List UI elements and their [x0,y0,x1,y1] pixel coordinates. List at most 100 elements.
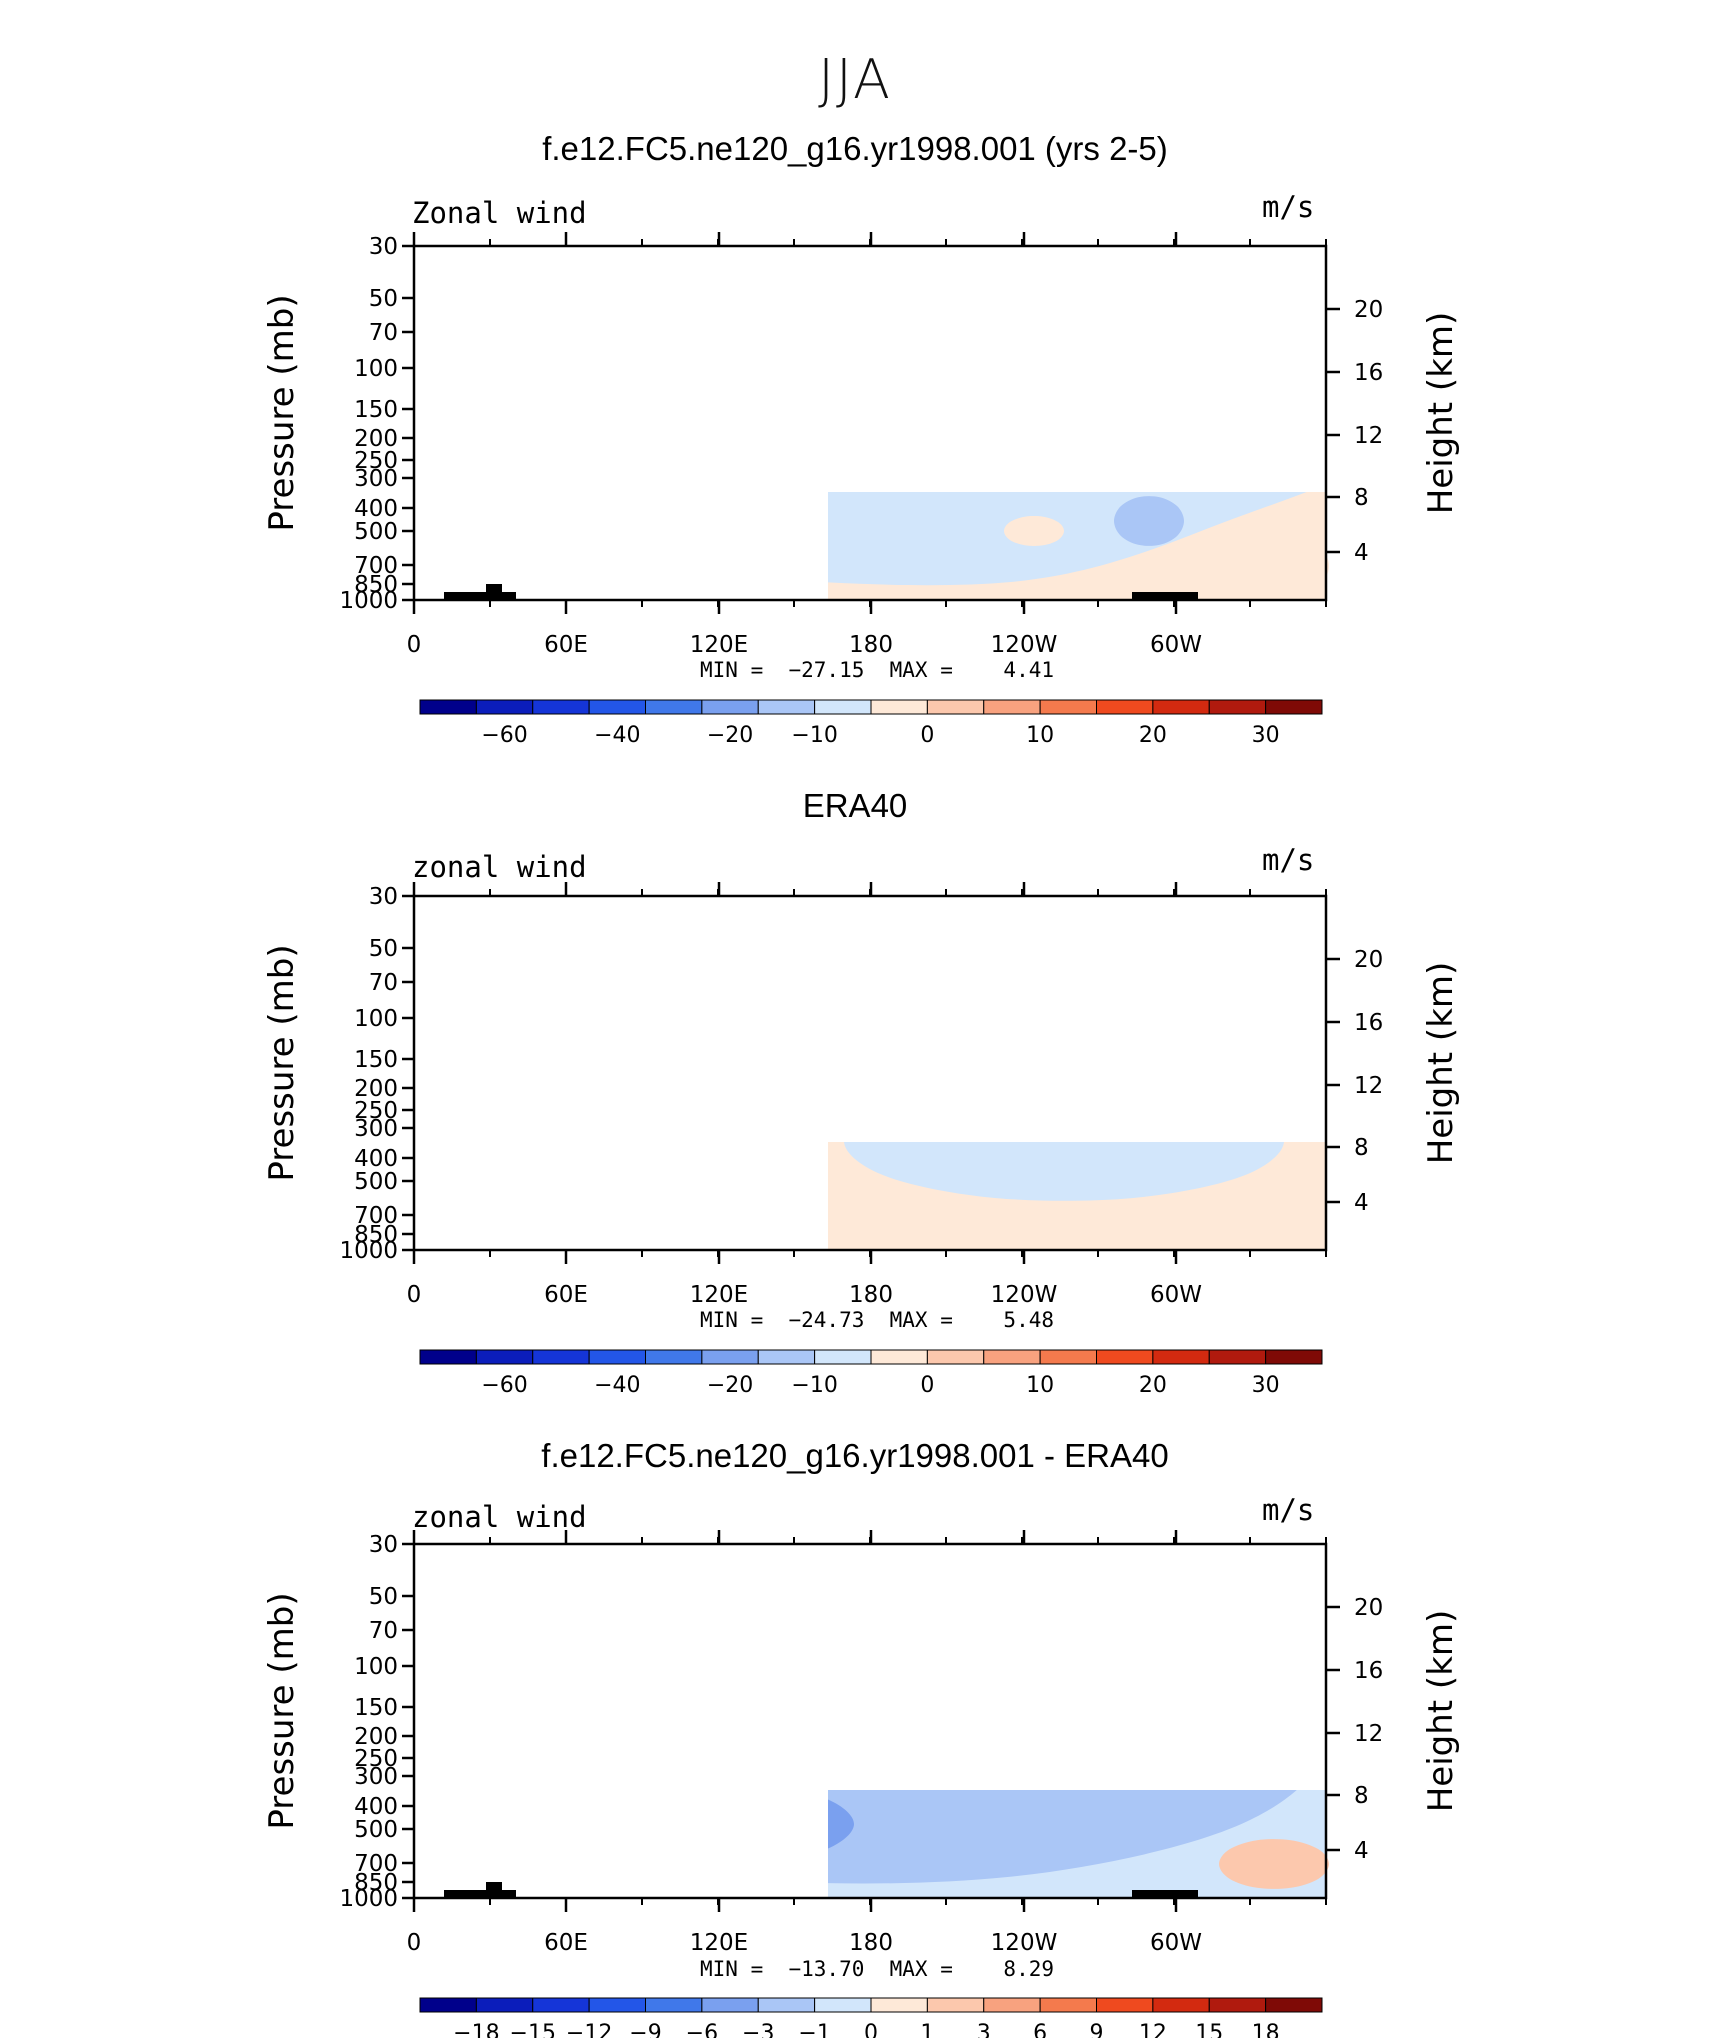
y-tick-label: 400 [354,1146,398,1172]
y2-tick-label: 4 [1354,1838,1369,1864]
contour-band [828,1790,1297,1884]
panel-1: f.e12.FC5.ne120_g16.yr1998.001 (yrs 2-5)… [0,0,1710,748]
y-tick-label: 850 [354,1870,398,1896]
colorbar-label: −15 [510,2021,556,2038]
contour-band [614,1624,774,1744]
contour-band [549,1031,659,1075]
contour-band [524,1016,714,1096]
y-tick-label: 150 [354,1047,398,1073]
units-label: m/s [1262,190,1315,224]
contour-band [414,896,1326,918]
contour-band [1024,1679,1184,1769]
colorbar-label: −10 [791,1373,837,1398]
contour-band [1214,1664,1334,1784]
colorbar-label: 12 [1139,2021,1167,2038]
min-max-readout: MIN = −27.15 MAX = 4.41 [700,658,1055,682]
colorbar-swatch [475,1997,534,2013]
colorbar-swatch [757,1997,816,2013]
colorbar-label: −18 [453,2021,499,2038]
y-tick-label: 700 [354,1851,398,1877]
y2-tick-label: 20 [1354,297,1383,323]
colorbar-label: −12 [566,2021,612,2038]
min-max-readout: MIN = −13.70 MAX = 8.29 [700,1957,1055,1981]
y2-axis-title: Height (km) [1421,962,1461,1165]
y2-tick-label: 16 [1354,1658,1383,1684]
y-tick-label: 30 [369,234,398,260]
x-tick-label: 120E [690,632,748,658]
y2-tick-label: 16 [1354,1010,1383,1036]
y-tick-label: 500 [354,1169,398,1195]
y2-axis-title: Height (km) [1421,312,1461,515]
x-tick-label: 120E [690,1282,748,1308]
colorbar-swatch [983,1997,1041,2013]
y-tick-label: 1000 [339,1886,398,1912]
x-tick-label: 0 [407,1282,422,1308]
contour-band [1094,1729,1134,1789]
colorbar-label: 18 [1252,2021,1280,2038]
contour-band [414,896,1326,944]
colorbar-label: −20 [707,723,753,748]
contour-band [419,1849,529,1889]
y-axis-title: Pressure (mb) [262,944,302,1181]
colorbar-swatch [588,1997,646,2013]
x-tick-label: 180 [849,1930,893,1956]
contour-band [828,1142,1326,1250]
colorbar-label: −40 [594,1373,640,1398]
y-tick-label: 150 [354,1695,398,1721]
colorbar-label: 6 [1033,2021,1047,2038]
contour-band [1004,516,1064,546]
contour-band [1219,531,1329,601]
contour-band [584,972,844,984]
y-tick-label: 300 [354,1764,398,1790]
contour-band [1239,1682,1329,1766]
x-tick-label: 60E [544,632,588,658]
x-tick-label: 120W [991,1282,1058,1308]
contour-field [828,492,1329,601]
y2-tick-label: 4 [1354,1190,1369,1216]
x-tick-label: 120W [991,632,1058,658]
y-axis-title: Pressure (mb) [262,294,302,531]
y-tick-label: 70 [369,320,398,346]
colorbar-swatch [419,1997,477,2013]
y-tick-label: 30 [369,1532,398,1558]
contour-band [554,1599,794,1768]
contour-plot: 0 60E 120E 180 120W 60W3050701001502002503004… [262,1530,1461,2038]
y2-tick-label: 12 [1354,1073,1383,1099]
y-tick-label: 150 [354,397,398,423]
y-tick-label: 300 [354,1116,398,1142]
contour-band [1114,496,1184,546]
y-tick-label: 700 [354,1203,398,1229]
y2-axis-title: Height (km) [1421,1610,1461,1813]
y-tick-label: 1000 [339,1238,398,1264]
y-tick-label: 250 [354,1098,398,1124]
contour-band [399,1684,519,1764]
panel-2: ERA40 zonal wind m/s 0 60E 120E 180 120W 60W 3… [0,0,1710,1398]
variable-label: zonal wind [412,850,587,884]
colorbar-label: 0 [920,723,934,748]
contour-band [828,1799,854,1849]
y2-tick-label: 16 [1354,360,1383,386]
page-title: JJA [818,48,892,111]
colorbar-label: 3 [977,2021,991,2038]
contour-plot: 0 60E 120E 180 120W 60W3050701001502002503004… [262,882,1461,1398]
y-tick-label: 50 [369,1584,398,1610]
colorbar-swatch [1096,1997,1154,2013]
y2-tick-label: 8 [1354,1135,1369,1161]
contour-band [414,1562,1326,1578]
y-tick-label: 850 [354,572,398,598]
topography-block [486,584,502,600]
x-tick-label: 180 [849,1282,893,1308]
contour-band [459,1156,659,1256]
y-tick-label: 700 [354,553,398,579]
contour-band [414,1578,1326,1590]
y-tick-label: 500 [354,519,398,545]
x-tick-label: 60W [1150,1930,1202,1956]
y-tick-label: 100 [354,356,398,382]
y-tick-label: 50 [369,286,398,312]
panel-title: ERA40 [802,787,908,824]
colorbar-label: 9 [1090,2021,1104,2038]
min-max-readout: MIN = −24.73 MAX = 5.48 [700,1308,1055,1332]
y-tick-label: 500 [354,1817,398,1843]
x-tick-label: 0 [407,1930,422,1956]
